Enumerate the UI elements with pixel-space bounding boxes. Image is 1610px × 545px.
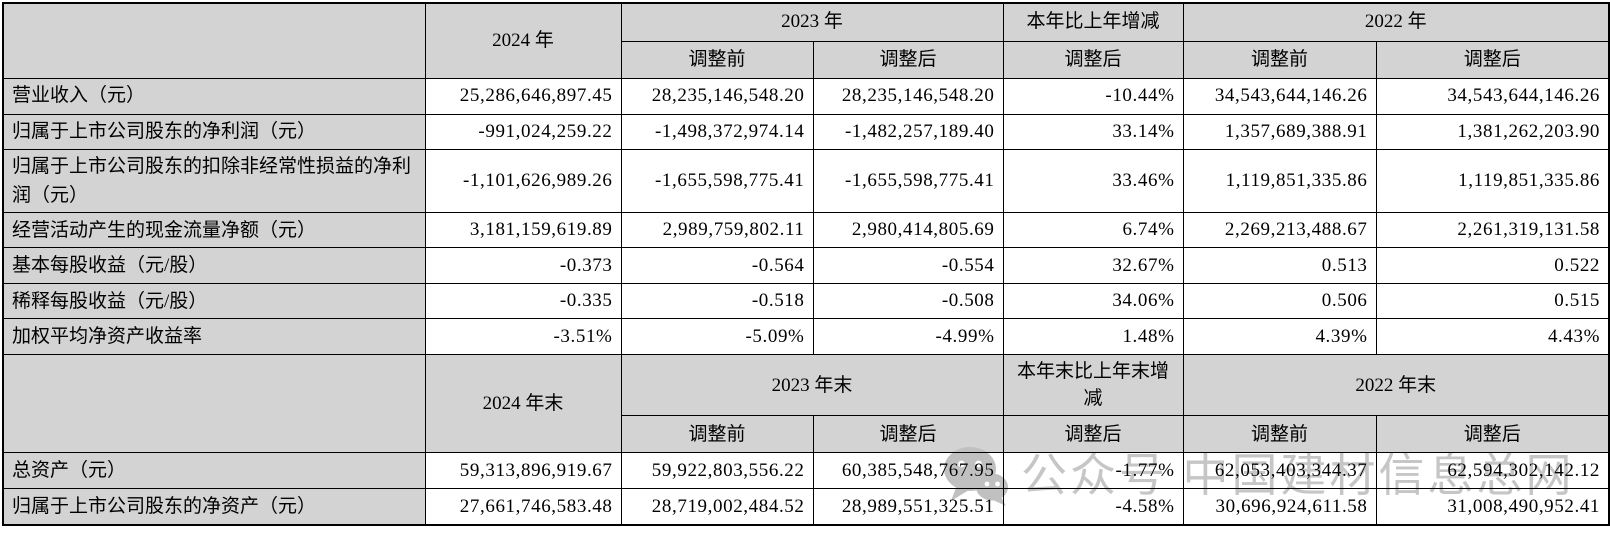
cell-2022-after: 0.515 — [1375, 283, 1610, 320]
cell-2024: -0.335 — [424, 283, 622, 320]
header-2022-adj-before: 调整前 — [1182, 40, 1377, 79]
header-2022-eoy-adj-before: 调整前 — [1182, 415, 1377, 454]
row-label: 加权平均净资产收益率 — [2, 318, 426, 356]
cell-2022-before: 62,053,403,344.37 — [1182, 452, 1377, 490]
cell-2022-after: 0.522 — [1375, 247, 1610, 285]
cell-change: 6.74% — [1002, 212, 1184, 249]
table-row: 基本每股收益（元/股） -0.373 -0.564 -0.554 32.67% … — [2, 247, 1610, 285]
header-2023-adj-after: 调整后 — [812, 40, 1004, 79]
cell-2024: 59,313,896,919.67 — [424, 452, 622, 490]
cell-2024: -3.51% — [424, 318, 622, 356]
cell-2022-before: 34,543,644,146.26 — [1182, 77, 1377, 115]
cell-change: -10.44% — [1002, 77, 1184, 115]
row-label: 归属于上市公司股东的净资产（元） — [2, 488, 426, 526]
cell-change: -1.77% — [1002, 452, 1184, 490]
cell-2023-before: -1,498,372,974.14 — [620, 113, 814, 150]
table-row: 调整前 调整后 调整后 调整前 调整后 — [3, 415, 1610, 454]
cell-change: 32.67% — [1002, 247, 1184, 285]
cell-2022-after: 62,594,302,142.12 — [1375, 452, 1610, 490]
cell-2022-after: 31,008,490,952.41 — [1375, 488, 1610, 526]
row-label: 稀释每股收益（元/股） — [2, 283, 426, 320]
header-2023-adj-before: 调整前 — [620, 40, 814, 79]
financial-summary-table: 2024 年 2023 年 本年比上年增减 2022 年 调整前 调整后 调整后… — [2, 2, 1610, 526]
row-label: 总资产（元） — [2, 452, 426, 490]
cell-2023-after: 2,980,414,805.69 — [812, 212, 1004, 249]
corner-cell — [2, 2, 426, 79]
cell-2023-after: 60,385,548,767.95 — [812, 452, 1004, 490]
header-2022-adj-after: 调整后 — [1375, 40, 1610, 79]
cell-2024: 25,286,646,897.45 — [424, 77, 622, 115]
header-change-adj-after: 调整后 — [1002, 40, 1184, 79]
header-2024: 2024 年 — [424, 2, 622, 79]
table-row: 2024 年末 2023 年末 本年末比上年末增减 2022 年末 — [2, 354, 1610, 454]
cell-2022-after: 1,381,262,203.90 — [1375, 113, 1610, 150]
cell-2023-before: 28,235,146,548.20 — [620, 77, 814, 115]
cell-2022-after: 34,543,644,146.26 — [1375, 77, 1610, 115]
cell-2022-before: 1,357,689,388.91 — [1182, 113, 1377, 150]
header-2023: 2023 年 — [620, 2, 1004, 42]
cell-change: 34.06% — [1002, 283, 1184, 320]
cell-2023-before: -1,655,598,775.41 — [620, 148, 814, 214]
table-row: 调整前 调整后 调整后 调整前 调整后 — [3, 40, 1610, 79]
header-2022-eoy: 2022 年末 — [1182, 354, 1610, 417]
cell-2023-after: -0.508 — [812, 283, 1004, 320]
cell-2023-after: 28,989,551,325.51 — [812, 488, 1004, 526]
cell-2022-before: 1,119,851,335.86 — [1182, 148, 1377, 214]
header-2023-eoy-adj-before: 调整前 — [620, 415, 814, 454]
table-row: 稀释每股收益（元/股） -0.335 -0.518 -0.508 34.06% … — [2, 283, 1610, 320]
table-row: 2024 年 2023 年 本年比上年增减 2022 年 — [2, 2, 1610, 79]
header-2022-eoy-adj-after: 调整后 — [1375, 415, 1610, 454]
row-label: 基本每股收益（元/股） — [2, 247, 426, 285]
cell-2022-before: 2,269,213,488.67 — [1182, 212, 1377, 249]
header-2023-eoy-adj-after: 调整后 — [812, 415, 1004, 454]
cell-2023-before: -5.09% — [620, 318, 814, 356]
cell-2024: -991,024,259.22 — [424, 113, 622, 150]
cell-change: 33.46% — [1002, 148, 1184, 214]
table-row: 归属于上市公司股东的净利润（元） -991,024,259.22 -1,498,… — [2, 113, 1610, 150]
cell-2024: -0.373 — [424, 247, 622, 285]
header-yoy-change: 本年比上年增减 — [1002, 2, 1184, 42]
cell-2024: -1,101,626,989.26 — [424, 148, 622, 214]
cell-2023-after: -1,655,598,775.41 — [812, 148, 1004, 214]
cell-2022-after: 2,261,319,131.58 — [1375, 212, 1610, 249]
cell-2023-after: -0.554 — [812, 247, 1004, 285]
row-label: 营业收入（元） — [2, 77, 426, 115]
row-label: 归属于上市公司股东的扣除非经常性损益的净利润（元） — [2, 148, 426, 214]
cell-2023-before: 59,922,803,556.22 — [620, 452, 814, 490]
cell-2022-after: 1,119,851,335.86 — [1375, 148, 1610, 214]
cell-2023-before: 28,719,002,484.52 — [620, 488, 814, 526]
table-row: 总资产（元） 59,313,896,919.67 59,922,803,556.… — [2, 452, 1610, 490]
header-2024-eoy: 2024 年末 — [424, 354, 622, 454]
cell-change: 1.48% — [1002, 318, 1184, 356]
cell-2023-before: -0.564 — [620, 247, 814, 285]
header-2022: 2022 年 — [1182, 2, 1610, 42]
cell-2024: 3,181,159,619.89 — [424, 212, 622, 249]
cell-2023-after: -1,482,257,189.40 — [812, 113, 1004, 150]
row-label: 经营活动产生的现金流量净额（元） — [2, 212, 426, 249]
table-row: 加权平均净资产收益率 -3.51% -5.09% -4.99% 1.48% 4.… — [2, 318, 1610, 356]
cell-2024: 27,661,746,583.48 — [424, 488, 622, 526]
header-eoy-change-adj-after: 调整后 — [1002, 415, 1184, 454]
cell-2023-after: 28,235,146,548.20 — [812, 77, 1004, 115]
header-2023-eoy: 2023 年末 — [620, 354, 1004, 417]
header-eoy-change: 本年末比上年末增减 — [1002, 354, 1184, 417]
cell-2022-after: 4.43% — [1375, 318, 1610, 356]
table-row: 经营活动产生的现金流量净额（元） 3,181,159,619.89 2,989,… — [2, 212, 1610, 249]
table-row: 归属于上市公司股东的净资产（元） 27,661,746,583.48 28,71… — [2, 488, 1610, 526]
cell-2023-before: -0.518 — [620, 283, 814, 320]
cell-change: -4.58% — [1002, 488, 1184, 526]
cell-2022-before: 0.506 — [1182, 283, 1377, 320]
table-row: 归属于上市公司股东的扣除非经常性损益的净利润（元） -1,101,626,989… — [2, 148, 1610, 214]
corner-cell — [2, 354, 426, 454]
cell-2023-before: 2,989,759,802.11 — [620, 212, 814, 249]
row-label: 归属于上市公司股东的净利润（元） — [2, 113, 426, 150]
cell-2022-before: 4.39% — [1182, 318, 1377, 356]
cell-2022-before: 30,696,924,611.58 — [1182, 488, 1377, 526]
table-row: 营业收入（元） 25,286,646,897.45 28,235,146,548… — [2, 77, 1610, 115]
cell-2022-before: 0.513 — [1182, 247, 1377, 285]
cell-2023-after: -4.99% — [812, 318, 1004, 356]
cell-change: 33.14% — [1002, 113, 1184, 150]
